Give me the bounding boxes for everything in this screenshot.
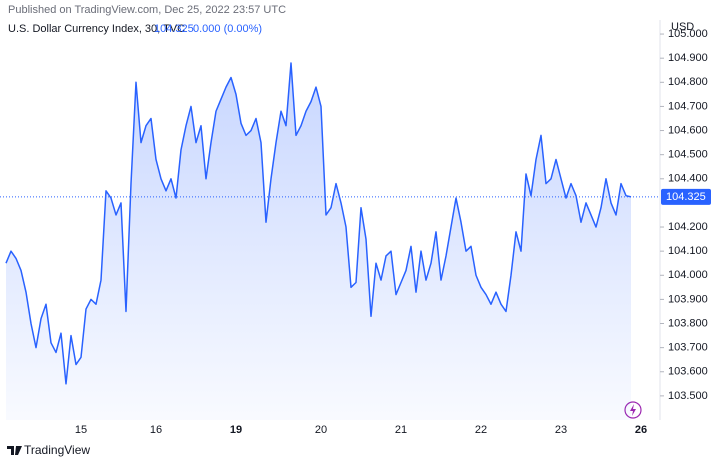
y-tick-label: 104.600 <box>668 124 708 136</box>
x-tick-label: 20 <box>315 424 327 436</box>
y-tick-label: 105.000 <box>668 28 708 40</box>
currency-label: USD <box>671 21 694 33</box>
x-tick-label: 22 <box>475 424 487 436</box>
x-tick-label: 26 <box>635 424 647 436</box>
y-tick-label: 104.400 <box>668 173 708 185</box>
last-price-label: 104.325 <box>666 191 706 203</box>
x-tick-label: 23 <box>555 424 567 436</box>
y-tick-label: 104.200 <box>668 221 708 233</box>
y-tick-label: 104.900 <box>668 52 708 64</box>
last-price-box <box>661 188 711 205</box>
area-fill <box>6 63 631 420</box>
price-line <box>5 62 632 385</box>
replay-icon-bolt <box>630 404 636 416</box>
y-tick-label: 104.800 <box>668 76 708 88</box>
x-tick-label: 15 <box>75 424 87 436</box>
published-note: Published on TradingView.com, Dec 25, 20… <box>8 4 286 16</box>
header-price: 104.325 <box>154 23 194 35</box>
y-tick-label: 103.900 <box>668 293 708 305</box>
x-tick-label: 16 <box>150 424 162 436</box>
y-tick-label: 104.000 <box>668 269 708 281</box>
y-tick-label: 103.500 <box>668 390 708 402</box>
brand-logo <box>7 446 22 455</box>
x-tick-label: 19 <box>230 424 242 436</box>
chart-title: U.S. Dollar Currency Index, 30, TVC <box>8 23 185 35</box>
y-tick-label: 103.800 <box>668 317 708 329</box>
brand-name: TradingView <box>24 443 90 457</box>
header-change: 0.000 (0.00%) <box>193 23 262 35</box>
y-tick-label: 103.700 <box>668 342 708 354</box>
x-tick-label: 21 <box>395 424 407 436</box>
y-tick-label: 104.700 <box>668 100 708 112</box>
y-tick-label: 104.500 <box>668 149 708 161</box>
y-tick-label: 104.100 <box>668 245 708 257</box>
y-tick-label: 103.600 <box>668 366 708 378</box>
